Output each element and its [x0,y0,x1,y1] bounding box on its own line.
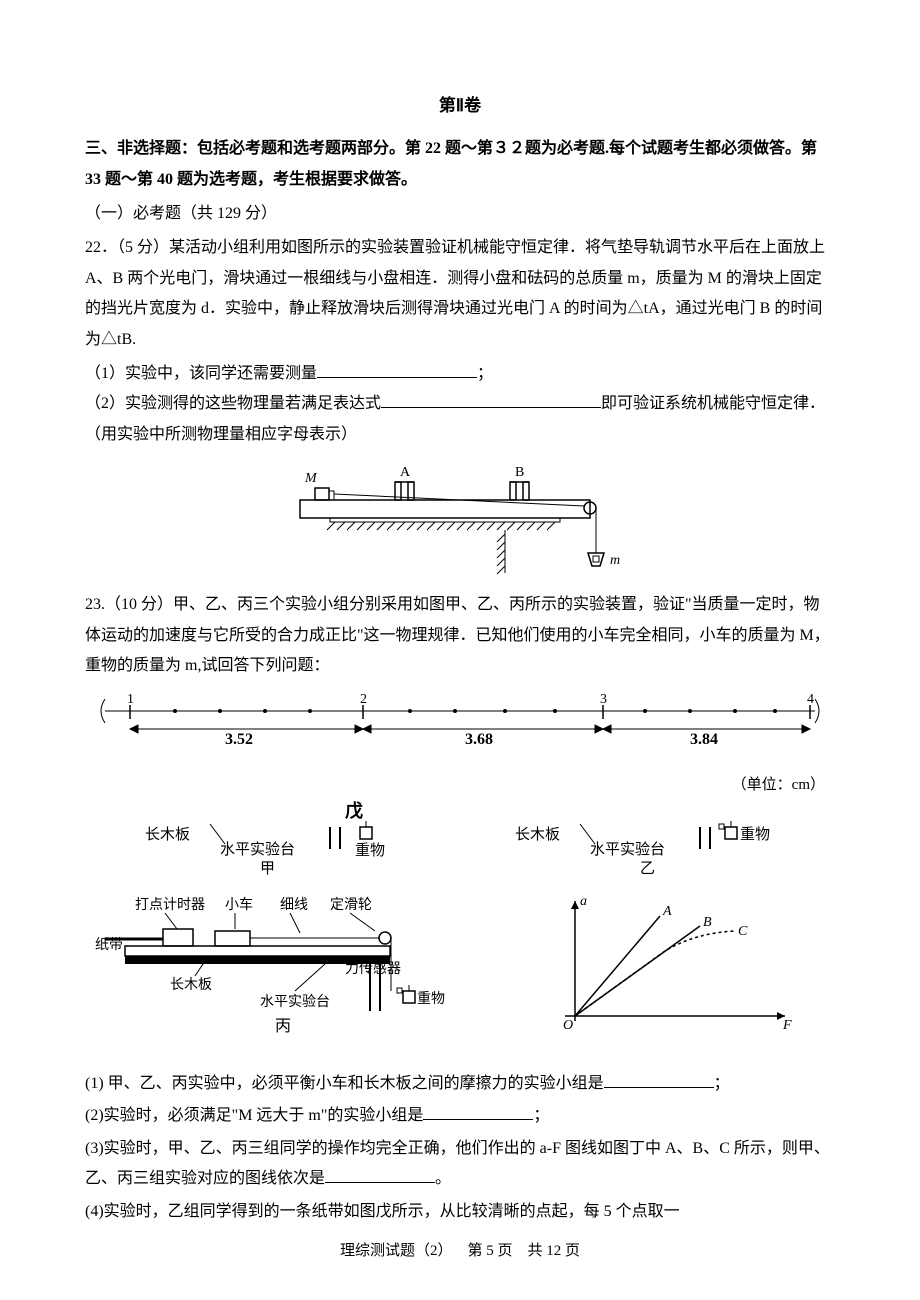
svg-text:长木板: 长木板 [145,825,190,843]
svg-text:A: A [662,904,672,919]
q22-p2a-text: （2）实验测得的这些物理量若满足表达式 [85,395,381,412]
subsection-heading: （一）必考题（共 129 分） [85,199,835,229]
svg-text:长木板: 长木板 [170,977,212,993]
footer-page: 第 5 页 [467,1243,512,1259]
q23-sub4-text: (4)实验时，乙组同学得到的一条纸带如图戊所示，从比较清晰的点起，每 5 个点取… [85,1203,680,1220]
svg-text:A: A [400,465,411,480]
page-footer: 理综测试题（2） 第 5 页 共 12 页 [0,1237,920,1266]
svg-text:打点计时器: 打点计时器 [135,896,205,913]
footer-title: 理综测试题（2） [340,1243,453,1259]
q23-diagrams: 1 2 3 4 3.52 3.68 3.84 [85,689,835,1057]
volume-title: 第Ⅱ卷 [85,90,835,122]
q23-intro: 甲、乙、丙三个实验小组分别采用如图甲、乙、丙所示的实验装置，验证"当质量一定时，… [85,596,830,674]
q23-sub2: (2)实验时，必须满足"M 远大于 m"的实验小组是 ； [85,1101,835,1131]
q22-number: 22．（5 分） [85,239,169,256]
q22-diagram: M A B m [85,458,835,578]
svg-text:细线: 细线 [280,897,308,913]
svg-text:B: B [515,465,524,480]
svg-text:重物: 重物 [355,842,385,859]
q23-sub3-end: 。 [435,1170,451,1187]
q23-sub2-end: ； [533,1107,549,1124]
footer-total: 共 12 页 [528,1243,581,1259]
svg-text:3.68: 3.68 [465,731,493,748]
svg-text:水平实验台: 水平实验台 [260,994,330,1010]
tape-unit: （单位：cm） [85,771,835,800]
blank-fill [423,1103,533,1121]
svg-text:3.52: 3.52 [225,731,253,748]
question-23: 23.（10 分）甲、乙、丙三个实验小组分别采用如图甲、乙、丙所示的实验装置，验… [85,590,835,681]
svg-text:水平实验台: 水平实验台 [590,841,665,858]
q23-number: 23.（10 分） [85,596,173,613]
q23-sub1-end: ； [714,1075,730,1092]
blank-fill [604,1070,714,1088]
blank-fill [381,391,601,409]
section-heading: 三、非选择题：包括必考题和选考题两部分。第 22 题～第３２题为必考题.每个试题… [85,134,835,195]
svg-text:力传感器: 力传感器 [345,960,401,977]
svg-text:水平实验台: 水平实验台 [220,841,295,858]
q23-sub2-text: (2)实验时，必须满足"M 远大于 m"的实验小组是 [85,1107,423,1124]
blank-fill [325,1166,435,1184]
q23-sub4: (4)实验时，乙组同学得到的一条纸带如图戊所示，从比较清晰的点起，每 5 个点取… [85,1197,835,1227]
q22-part2: （2）实验测得的这些物理量若满足表达式即可验证系统机械能守恒定律．（用实验中所测… [85,389,835,450]
q22-part1: （1）实验中，该同学还需要测量 ； [85,359,835,389]
svg-text:小车: 小车 [225,896,253,913]
svg-text:甲: 甲 [260,861,275,877]
svg-text:1: 1 [127,692,134,707]
question-22: 22．（5 分）某活动小组利用如图所示的实验装置验证机械能守恒定律．将气垫导轨调… [85,233,835,355]
svg-text:重物: 重物 [417,991,445,1007]
svg-text:2: 2 [360,692,367,707]
blank-fill [317,360,477,378]
svg-text:4: 4 [807,692,814,707]
q23-sub1-text: (1) 甲、乙、丙实验中，必须平衡小车和长木板之间的摩擦力的实验小组是 [85,1075,604,1092]
svg-text:戊: 戊 [345,801,363,821]
svg-text:m: m [610,553,620,568]
svg-text:M: M [304,471,318,486]
svg-text:a: a [580,894,587,909]
q23-sub1: (1) 甲、乙、丙实验中，必须平衡小车和长木板之间的摩擦力的实验小组是 ； [85,1069,835,1099]
svg-text:3.84: 3.84 [690,731,718,748]
q22-p1-end: ； [477,365,493,382]
svg-text:乙: 乙 [640,861,655,877]
svg-text:重物: 重物 [740,826,770,843]
q22-p1-text: （1）实验中，该同学还需要测量 [85,365,317,382]
svg-text:B: B [703,915,712,930]
svg-text:O: O [563,1018,573,1033]
q22-body: 某活动小组利用如图所示的实验装置验证机械能守恒定律．将气垫导轨调节水平后在上面放… [85,239,825,347]
svg-text:3: 3 [600,692,607,707]
svg-text:定滑轮: 定滑轮 [330,896,372,913]
q23-sub3: (3)实验时，甲、乙、丙三组同学的操作均完全正确，他们作出的 a-F 图线如图丁… [85,1134,835,1195]
q23-sub3-text: (3)实验时，甲、乙、丙三组同学的操作均完全正确，他们作出的 a-F 图线如图丁… [85,1140,830,1187]
svg-text:F: F [782,1018,792,1033]
svg-text:丙: 丙 [275,1018,291,1035]
svg-text:C: C [738,924,748,939]
svg-text:纸带: 纸带 [95,937,123,953]
svg-text:长木板: 长木板 [515,825,560,843]
